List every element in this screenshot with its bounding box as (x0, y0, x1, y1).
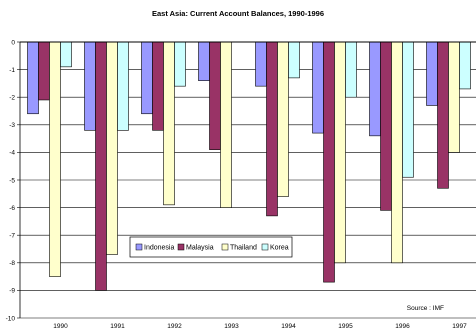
y-tick-label: -6 (9, 205, 15, 212)
bar-malaysia-1992 (152, 41, 164, 131)
bar-indonesia-1991 (84, 41, 96, 131)
bar-korea-1990 (60, 41, 72, 68)
y-tick-label: -8 (9, 260, 15, 267)
y-tick-label: -2 (9, 95, 15, 102)
bar-thailand-1994 (277, 41, 289, 197)
bar-indonesia-1995 (312, 41, 324, 134)
bar-thailand-1996 (391, 41, 403, 264)
legend: Indonesia Malaysia Thailand Korea (129, 236, 293, 258)
legend-label-thailand: Thailand (230, 245, 257, 252)
legend-label-malaysia: Malaysia (186, 245, 214, 252)
x-tick-label: 1997 (452, 323, 467, 329)
y-tick-label: -5 (9, 177, 15, 184)
bar-thailand-1991 (106, 41, 118, 255)
bar-korea-1996 (402, 41, 414, 178)
bar-malaysia-1995 (323, 41, 335, 283)
bar-thailand-1993 (220, 41, 232, 208)
legend-swatch-korea (261, 243, 269, 251)
x-tick-label: 1996 (395, 323, 410, 329)
bar-indonesia-1992 (141, 41, 153, 115)
x-tick-label: 1990 (53, 323, 68, 329)
x-tick-label: 1995 (338, 323, 353, 329)
source-note: Source : IMF (407, 305, 444, 312)
y-tick-label: -3 (9, 122, 15, 129)
bar-korea-1994 (288, 41, 300, 79)
legend-label-indonesia: Indonesia (144, 245, 174, 252)
chart-title: East Asia: Current Account Balances, 199… (152, 9, 324, 18)
bar-malaysia-1996 (380, 41, 392, 211)
bar-malaysia-1994 (266, 41, 278, 217)
bar-thailand-1992 (163, 41, 175, 206)
bar-indonesia-1990 (27, 41, 39, 115)
bar-korea-1997 (459, 41, 471, 90)
y-tick-labels: 0 -1 -2 -3 -4 -5 -6 -7 -8 -9 -10 (6, 39, 16, 322)
y-tick-label: -1 (9, 67, 15, 74)
legend-box (129, 236, 293, 258)
y-tick-label: -9 (9, 288, 15, 295)
legend-swatch-malaysia (177, 243, 185, 251)
y-tick-label: 0 (11, 39, 15, 46)
bar-malaysia-1997 (437, 41, 449, 189)
legend-swatch-thailand (221, 243, 229, 251)
bar-thailand-1997 (448, 41, 460, 153)
bar-thailand-1990 (49, 41, 61, 277)
bar-malaysia-1991 (95, 41, 107, 291)
x-tick-label: 1993 (224, 323, 239, 329)
bar-korea-1991 (117, 41, 129, 131)
bar-malaysia-1990 (38, 41, 50, 101)
x-tick-labels: 1990 1991 1992 1993 1994 1995 1996 1997 (53, 323, 467, 329)
bar-indonesia-1993 (198, 41, 210, 81)
y-tick-label: -7 (9, 233, 15, 240)
bars (27, 41, 471, 291)
bar-malaysia-1993 (209, 41, 221, 150)
x-tick-label: 1992 (167, 323, 182, 329)
bar-korea-1992 (174, 41, 186, 87)
y-tick-label: -4 (9, 150, 15, 157)
x-tick-label: 1991 (110, 323, 125, 329)
bar-indonesia-1994 (255, 41, 267, 87)
legend-swatch-indonesia (135, 243, 143, 251)
bar-indonesia-1997 (426, 41, 438, 106)
bar-korea-1995 (345, 41, 357, 98)
x-tick-label: 1994 (281, 323, 296, 329)
y-tick-label: -10 (6, 315, 16, 322)
axes (17, 41, 476, 319)
legend-label-korea: Korea (270, 245, 289, 252)
bar-indonesia-1996 (369, 41, 381, 137)
bar-thailand-1995 (334, 41, 346, 264)
